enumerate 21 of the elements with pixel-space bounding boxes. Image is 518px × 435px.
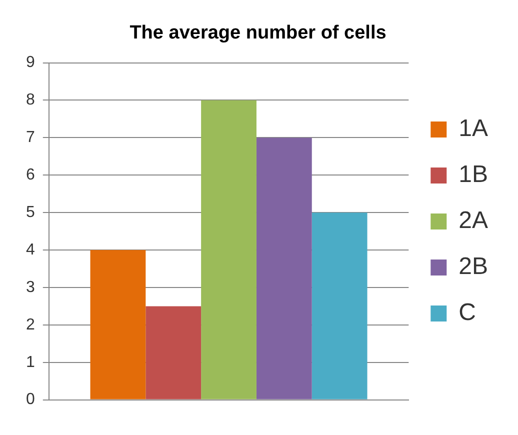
y-tick-label: 2 [26,316,35,334]
bar [201,100,256,400]
y-tick-label: 6 [26,166,35,184]
legend-label: 2A [458,207,488,234]
y-tick-label: 9 [26,54,35,72]
bar [90,250,146,400]
y-tick-label: 8 [26,92,35,109]
y-tick-label: 0 [26,391,35,408]
legend-label: 2B [458,253,488,280]
y-tick-label: 5 [26,204,35,221]
bar [146,306,202,400]
legend-label: C [458,299,476,326]
bar [312,212,368,400]
y-tick-label: 3 [26,278,35,296]
y-tick-label: 7 [26,129,35,146]
bar [256,138,312,400]
chart-title: The average number of cells [130,22,386,44]
legend-label: 1A [458,115,488,142]
y-tick-label: 4 [26,241,35,258]
legend-label: 1B [458,161,488,188]
y-tick-label: 1 [26,354,35,371]
